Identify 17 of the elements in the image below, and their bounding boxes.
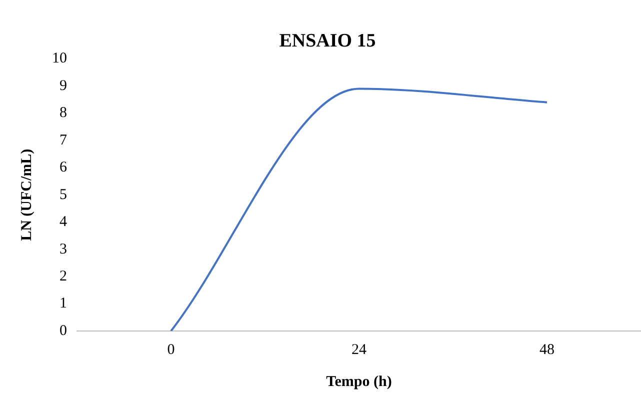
- x-tick-label: 0: [167, 342, 175, 358]
- y-tick-label: 9: [60, 78, 67, 94]
- y-tick-label: 2: [60, 268, 67, 284]
- y-tick-label: 10: [52, 50, 67, 67]
- y-tick-label: 3: [60, 241, 67, 258]
- x-tick-label: 48: [540, 342, 554, 358]
- chart-title: ENSAIO 15: [279, 30, 376, 52]
- y-tick-label: 4: [60, 214, 68, 230]
- y-tick-label: 7: [60, 132, 68, 148]
- y-tick-label: 5: [60, 186, 67, 203]
- y-tick-label: 1: [60, 296, 67, 312]
- y-axis-title: LN (UFC/mL): [18, 148, 35, 241]
- x-axis-title: Tempo (h): [326, 374, 392, 390]
- y-tick-label: 8: [60, 105, 67, 122]
- y-tick-label: 6: [60, 160, 68, 176]
- x-tick-label: 24: [352, 342, 367, 358]
- y-tick-label: 0: [60, 322, 67, 339]
